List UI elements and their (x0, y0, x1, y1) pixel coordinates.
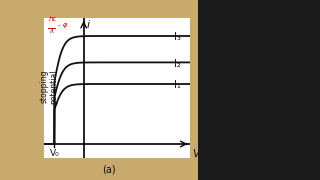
Text: i: i (87, 20, 90, 30)
Text: λ: λ (49, 28, 53, 34)
Text: hc: hc (49, 16, 57, 22)
Text: - φ: - φ (58, 22, 68, 28)
Text: I₁: I₁ (174, 80, 181, 90)
Text: stopping
potential: stopping potential (39, 69, 59, 104)
Text: V₀: V₀ (50, 149, 59, 158)
Text: I₃: I₃ (174, 32, 181, 42)
Text: I₂: I₂ (174, 59, 181, 69)
Text: (a): (a) (102, 164, 116, 174)
Text: V: V (192, 149, 199, 159)
